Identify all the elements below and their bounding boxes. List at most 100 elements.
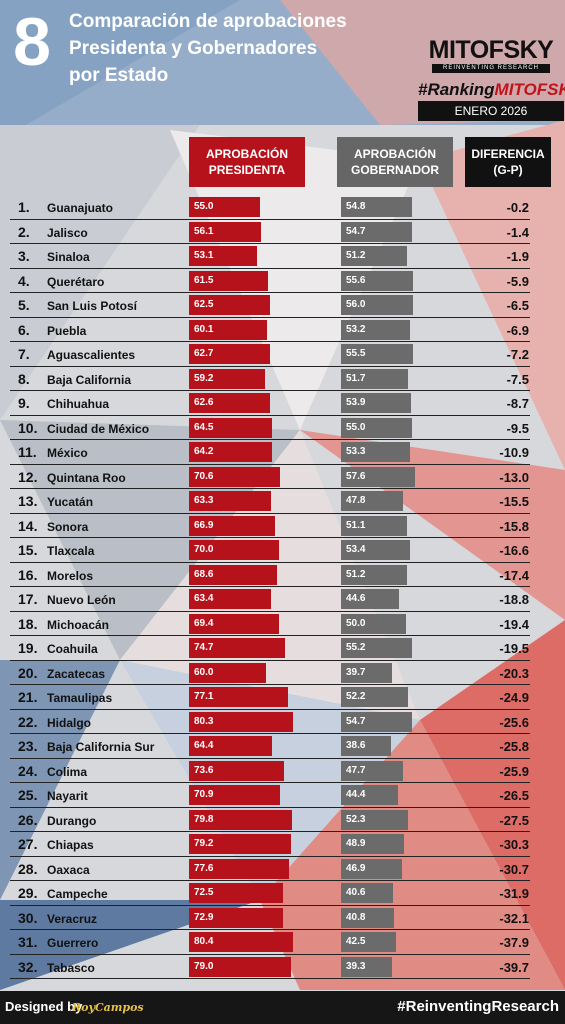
governor-approval-bar: 51.1 (341, 515, 407, 536)
president-approval-bar: 64.5 (189, 417, 273, 438)
state-name: México (47, 446, 88, 460)
governor-approval-bar: 55.2 (341, 638, 413, 658)
state-name: Jalisco (47, 225, 88, 240)
rank-number: 13. (18, 493, 38, 509)
rank-number: 2. (18, 223, 30, 240)
governor-approval-value: 53.9 (346, 397, 366, 408)
governor-approval-bar: 42.5 (341, 932, 396, 952)
state-name: Yucatán (47, 495, 94, 509)
state-name: Hidalgo (47, 715, 91, 730)
state-name: Morelos (47, 568, 94, 583)
column-header-difference: DIFERENCIA (G-P) (465, 137, 551, 187)
designer-signature: RoyCampos (72, 1001, 144, 1014)
state-name: Zacatecas (47, 666, 106, 681)
state-name: Colima (47, 764, 88, 779)
table-row: 14. Sonora 66.9 51.1 -15.8 (0, 514, 565, 538)
president-approval-value: 70.9 (194, 789, 214, 800)
governor-approval-value: 54.7 (346, 225, 366, 237)
difference-value: -13.0 (499, 469, 529, 485)
row-divider (10, 733, 530, 734)
row-divider (10, 439, 530, 440)
state-name: Guanajuato (47, 201, 114, 215)
row-divider (10, 341, 530, 342)
ranking-brand: MITOFSKY (494, 80, 565, 99)
table-row: 11. México 64.2 53.3 -10.9 (0, 440, 565, 465)
footer-hashtag: #ReinventingResearch (397, 998, 559, 1015)
governor-approval-value: 55.6 (346, 274, 366, 286)
difference-value: -10.9 (499, 445, 529, 460)
rank-number: 22. (18, 713, 38, 730)
state-name: Coahuila (47, 642, 98, 656)
table-row: 17. Nuevo León 63.4 44.6 -18.8 (0, 587, 565, 612)
president-approval-value: 73.6 (194, 764, 214, 776)
president-approval-bar: 79.0 (189, 956, 291, 977)
row-divider (10, 316, 530, 318)
governor-approval-bar: 53.4 (341, 540, 410, 560)
governor-approval-bar: 39.3 (341, 956, 392, 977)
president-approval-value: 63.4 (194, 593, 214, 604)
table-row: 7. Aguascalientes 62.7 55.5 -7.2 (0, 342, 565, 367)
state-name: Guerrero (47, 936, 99, 950)
president-approval-bar: 72.5 (189, 883, 283, 903)
rank-number: 10. (18, 419, 38, 436)
state-name: Tamaulipas (47, 691, 113, 705)
governor-approval-value: 39.7 (346, 666, 366, 678)
row-divider (10, 929, 530, 930)
table-row: 19. Coahuila 74.7 55.2 -19.5 (0, 636, 565, 661)
state-name: Nuevo León (47, 593, 116, 607)
table-row: 9. Chihuahua 62.6 53.9 -8.7 (0, 391, 565, 416)
president-approval-value: 77.6 (194, 862, 214, 874)
president-approval-value: 69.4 (194, 617, 214, 629)
difference-value: -1.4 (506, 224, 529, 240)
state-name: Durango (47, 813, 97, 828)
governor-approval-bar: 51.2 (341, 564, 408, 585)
row-divider (10, 414, 530, 416)
governor-approval-value: 48.9 (346, 838, 366, 849)
row-divider (10, 512, 530, 514)
state-name: Michoacán (47, 617, 110, 632)
governor-approval-value: 53.3 (346, 446, 366, 457)
president-approval-bar: 66.9 (189, 515, 276, 536)
president-approval-bar: 62.5 (189, 295, 270, 315)
governor-approval-bar: 53.2 (341, 319, 410, 340)
governor-approval-value: 51.2 (346, 568, 366, 580)
state-name: Tabasco (47, 960, 95, 975)
governor-approval-value: 54.8 (346, 201, 366, 212)
governor-approval-value: 51.7 (346, 372, 366, 384)
governor-approval-bar: 55.5 (341, 344, 413, 364)
row-divider (10, 708, 530, 710)
ranking-prefix: #Ranking (418, 80, 495, 99)
difference-value: -15.8 (499, 518, 529, 534)
president-approval-value: 79.2 (194, 838, 214, 849)
state-name: Oaxaca (47, 862, 90, 877)
president-approval-bar: 63.4 (189, 589, 271, 609)
president-approval-value: 56.1 (194, 225, 214, 237)
row-divider (10, 782, 530, 783)
row-divider (10, 855, 530, 857)
rank-number: 18. (18, 615, 38, 632)
state-name: Querétaro (47, 274, 105, 289)
rank-number: 19. (18, 640, 38, 656)
governor-approval-value: 57.6 (346, 470, 366, 482)
difference-value: -26.5 (499, 788, 529, 803)
difference-value: -19.4 (499, 616, 529, 632)
difference-value: -0.2 (506, 200, 529, 215)
governor-approval-value: 56.0 (346, 299, 366, 310)
difference-value: -24.9 (499, 690, 529, 705)
governor-approval-value: 38.6 (346, 740, 366, 751)
table-row: 8. Baja California 59.2 51.7 -7.5 (0, 367, 565, 391)
rank-number: 26. (18, 811, 38, 828)
table-row: 30. Veracruz 72.9 40.8 -32.1 (0, 906, 565, 930)
president-approval-value: 80.4 (194, 936, 214, 947)
ranking-hashtag: #RankingMITOFSKY (418, 80, 565, 100)
row-divider (10, 243, 530, 244)
table-row: 10. Ciudad de México 64.5 55.0 -9.5 (0, 416, 565, 440)
rank-number: 15. (18, 542, 38, 558)
state-name: Sinaloa (47, 250, 90, 264)
table-row: 2. Jalisco 56.1 54.7 -1.4 (0, 220, 565, 244)
table-row: 6. Puebla 60.1 53.2 -6.9 (0, 318, 565, 342)
president-approval-bar: 53.1 (189, 246, 258, 266)
governor-approval-bar: 51.7 (341, 368, 408, 389)
governor-approval-value: 44.6 (346, 593, 366, 604)
difference-value: -27.5 (499, 812, 529, 828)
